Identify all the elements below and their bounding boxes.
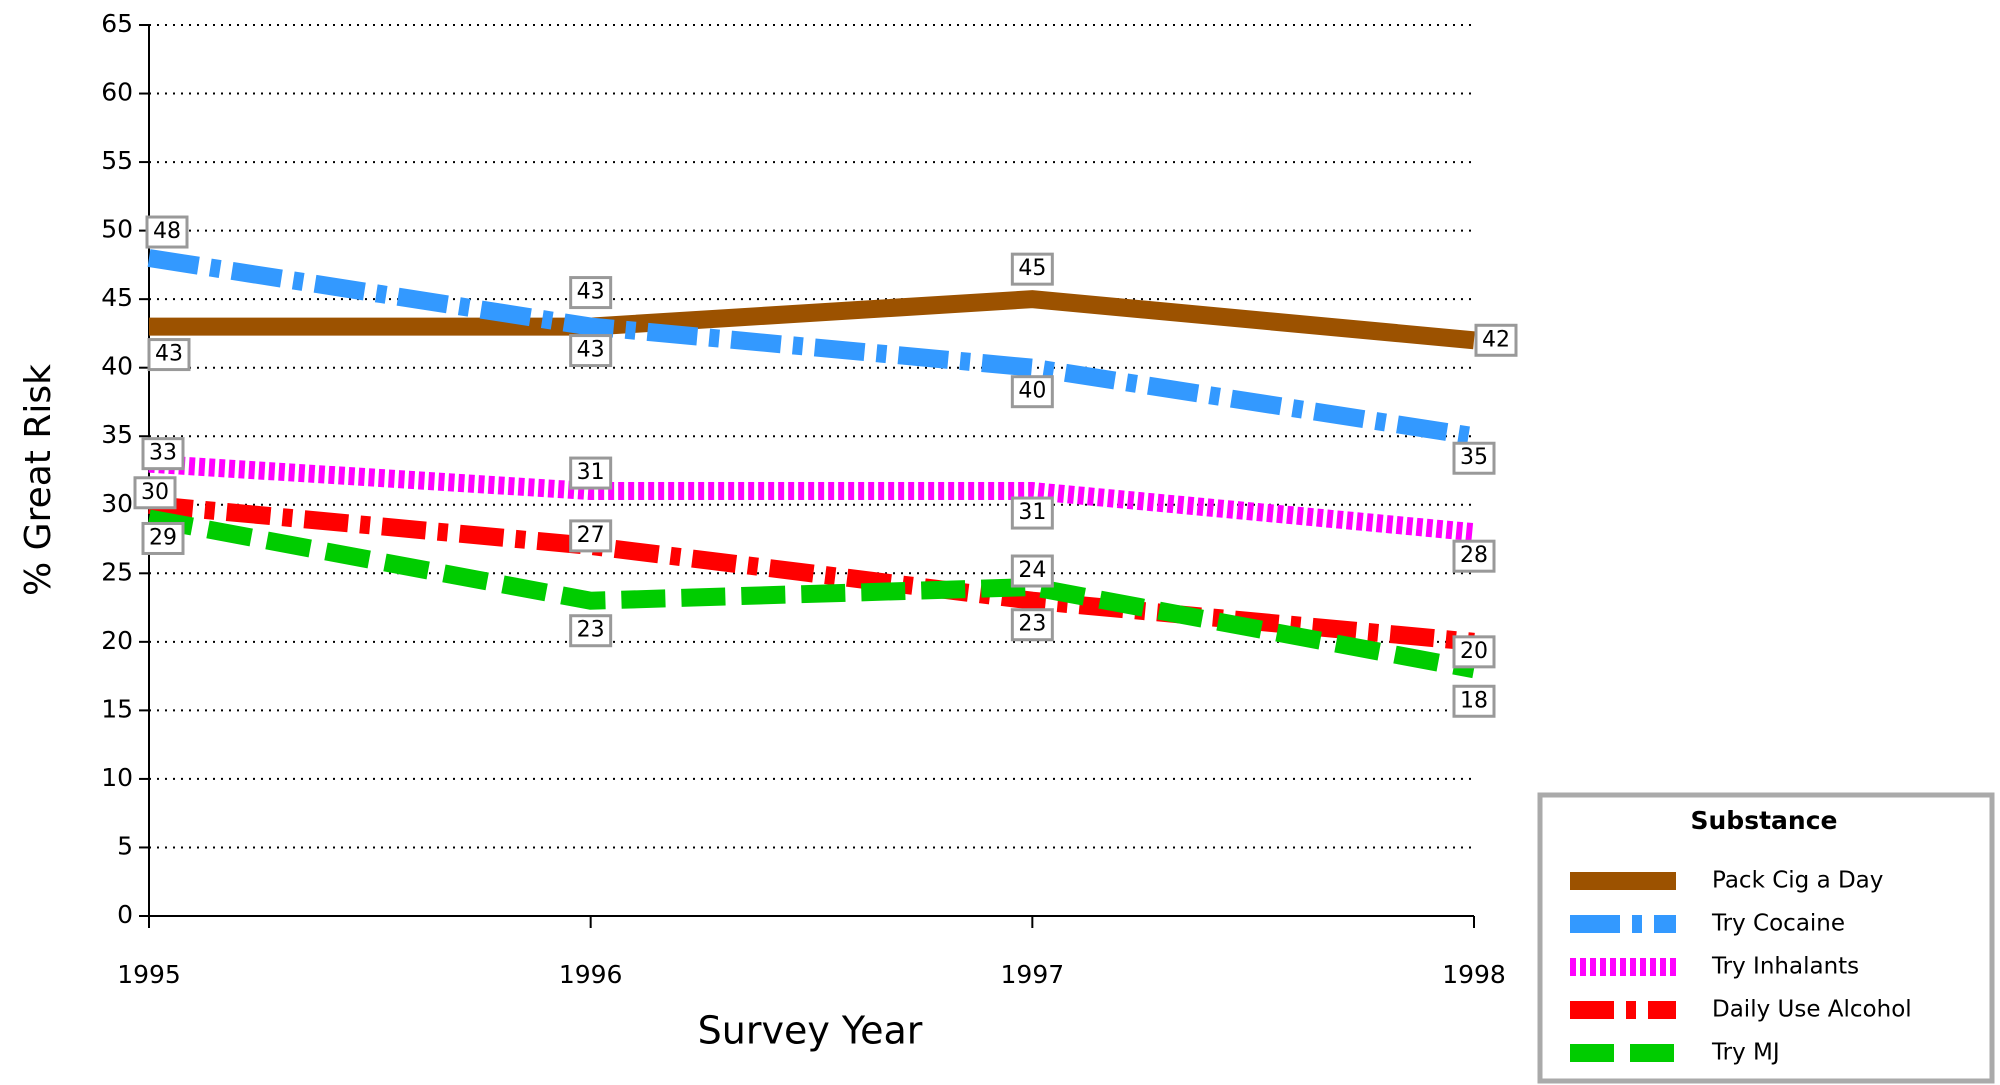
x-tick-label: 1998 (1442, 960, 1506, 989)
data-label: 18 (1460, 688, 1488, 713)
y-tick-label: 20 (101, 626, 133, 655)
y-tick-label: 10 (101, 763, 133, 792)
series-line (149, 290, 1475, 350)
data-label-box (141, 521, 185, 555)
data-label: 42 (1482, 327, 1510, 352)
x-tick-label: 1995 (117, 960, 181, 989)
data-label-box (1452, 539, 1496, 573)
data-label: 23 (577, 618, 605, 643)
data-label-box (1010, 554, 1054, 588)
data-label: 33 (149, 441, 177, 466)
data-label: 43 (577, 338, 605, 363)
data-label-box (1010, 252, 1054, 286)
legend-label: Daily Use Alcohol (1712, 997, 1912, 1023)
data-label-box (569, 614, 613, 648)
data-label: 40 (1018, 379, 1046, 404)
y-tick-label: 35 (101, 420, 133, 449)
y-axis-label: % Great Risk (18, 364, 59, 596)
y-tick-label: 30 (101, 489, 133, 518)
data-label-box (569, 276, 613, 310)
data-label: 45 (1018, 256, 1046, 281)
series-line (147, 249, 1476, 446)
data-label: 29 (149, 525, 177, 550)
data-label: 31 (577, 460, 605, 485)
y-tick-label: 25 (101, 557, 133, 586)
data-label-box (141, 437, 185, 471)
data-label: 23 (1018, 612, 1046, 637)
y-tick-label: 40 (101, 352, 133, 381)
data-label-box (569, 519, 613, 553)
data-label: 31 (1018, 500, 1046, 525)
y-tick-label: 65 (101, 9, 133, 38)
data-label-box (1010, 608, 1054, 642)
legend-label: Try Cocaine (1711, 911, 1845, 937)
data-label: 28 (1460, 543, 1488, 568)
data-label-box (1452, 441, 1496, 475)
data-label-box (1010, 496, 1054, 530)
x-tick-label: 1997 (1001, 960, 1065, 989)
series-line (148, 454, 1475, 542)
data-label: 30 (141, 480, 169, 505)
data-label-box (147, 338, 191, 372)
data-label: 27 (577, 523, 605, 548)
legend-title: Substance (1691, 806, 1838, 835)
x-tick-label: 1996 (559, 960, 623, 989)
series-line (148, 495, 1475, 651)
data-label: 48 (153, 219, 181, 244)
x-axis-label: Survey Year (698, 1009, 923, 1053)
data-label: 35 (1460, 445, 1488, 470)
y-tick-label: 0 (117, 900, 133, 929)
y-tick-label: 15 (101, 694, 133, 723)
legend-label: Pack Cig a Day (1712, 868, 1883, 894)
y-tick-label: 5 (117, 831, 133, 860)
data-label-box (1452, 635, 1496, 669)
data-label-box (1452, 684, 1496, 718)
data-label-box (145, 215, 189, 249)
data-label-box (133, 476, 177, 510)
legend-label: Try MJ (1711, 1040, 1780, 1066)
legend-label: Try Inhalants (1711, 954, 1859, 980)
y-tick-label: 45 (101, 283, 133, 312)
data-label-box (1010, 375, 1054, 409)
y-tick-label: 50 (101, 215, 133, 244)
data-label: 20 (1460, 639, 1488, 664)
y-tick-label: 60 (101, 78, 133, 107)
data-label-box (569, 334, 613, 368)
data-label-box (1474, 323, 1518, 357)
data-label-box (569, 456, 613, 490)
data-label: 24 (1018, 558, 1046, 583)
data-label: 43 (155, 342, 183, 367)
series-line (147, 509, 1476, 679)
legend-box (1537, 792, 1995, 1084)
data-label: 43 (577, 280, 605, 305)
y-tick-label: 55 (101, 146, 133, 175)
